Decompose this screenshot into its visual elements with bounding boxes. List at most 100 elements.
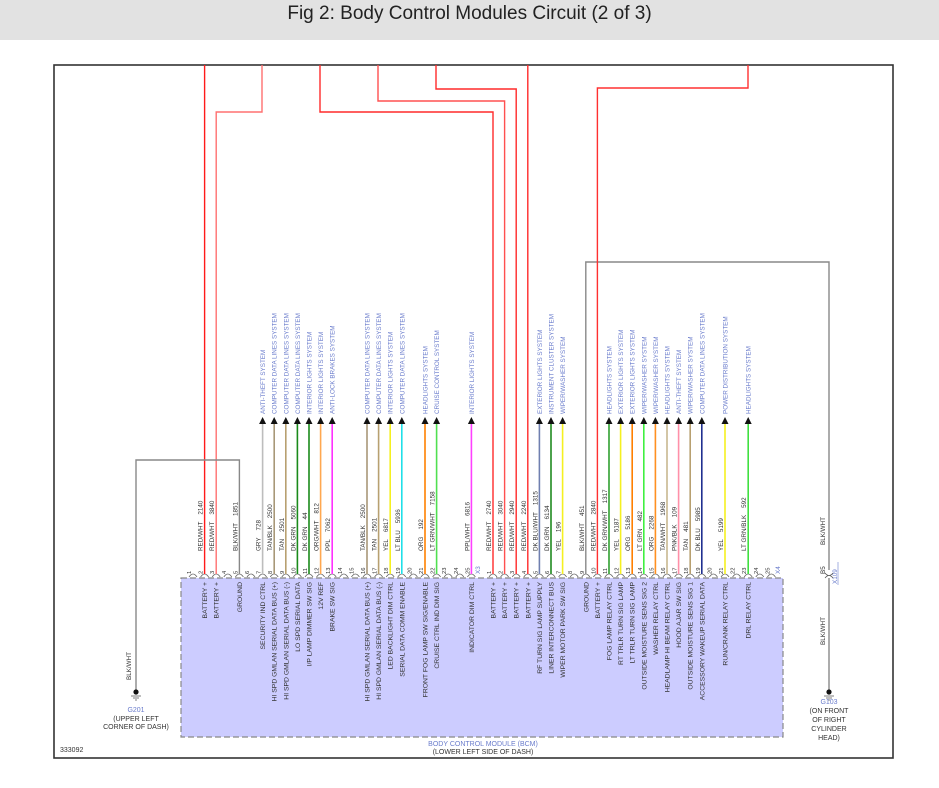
wire-x4-1	[319, 65, 494, 574]
wire-label: RED/WHT 2940	[509, 500, 516, 551]
arrow-icon	[721, 417, 729, 424]
wire-label: ORG/WHT 812	[314, 503, 321, 551]
connector-label: X3	[475, 566, 482, 574]
wire-x4-10	[596, 65, 749, 574]
wire-x3-5	[135, 459, 241, 690]
pin-function-label: LO SPD SERIAL DATA	[295, 582, 302, 652]
arrow-icon	[651, 417, 659, 424]
pin-number: 14	[638, 567, 644, 574]
pin-function-label: RT TRLR TURN SIG LAMP	[618, 582, 625, 665]
pin-cavity	[188, 573, 198, 578]
pin-number: 25	[765, 568, 771, 574]
pin-function-label: RUN/CRANK RELAY CTRL	[723, 582, 730, 666]
pin-function-label: HI SPD GMLAN SERIAL DATA BUS (+)	[365, 582, 372, 701]
pin-number: 11	[603, 568, 609, 574]
system-reference-link: INTERIOR LIGHTS SYSTEM	[307, 332, 314, 414]
wire-label: YEL 5187	[614, 518, 621, 551]
system-reference-link: HEADLIGHTS SYSTEM	[607, 346, 614, 414]
arrow-icon	[375, 417, 383, 424]
pin-function-label: WIPER MOTOR PARK SW SIG	[560, 582, 567, 678]
wire-label: TAN/BLK 2500	[267, 504, 274, 551]
arrow-icon	[686, 417, 694, 424]
system-reference-link: ANTI-LOCK BRAKES SYSTEM	[330, 325, 337, 414]
wire-label: BLK/WHT 1851	[232, 502, 239, 551]
pin-number: 19	[696, 568, 702, 574]
system-reference-link: POWER DISTRIBUTION SYSTEM	[723, 316, 730, 414]
pin-number: 5	[233, 571, 239, 574]
system-reference-link: CRUISE CONTROL SYSTEM	[434, 330, 441, 414]
pin-number: 11	[303, 568, 309, 574]
pin-cavity	[709, 573, 718, 578]
wire-label: DK GRN/WHT 1317	[602, 489, 609, 551]
pin-number: 6	[245, 571, 251, 574]
arrow-icon	[559, 417, 567, 424]
wire-label: RED/WHT 3840	[209, 500, 216, 551]
bcm-module-box	[180, 577, 784, 738]
pin-function-label: FOG LAMP RELAY CTRL	[607, 582, 614, 660]
wire-label: BLK/WHT 451	[579, 505, 586, 551]
pin-function-label: BRAKE SW SIG	[330, 582, 337, 631]
ground-symbol-icon	[131, 695, 141, 701]
wire-label: ORG 2268	[648, 515, 655, 551]
wire-label: YEL 196	[556, 521, 563, 551]
system-reference-link: WIPER/WASHER SYSTEM	[653, 337, 660, 414]
pin-number: 17	[673, 568, 679, 574]
ground-symbol-icon	[824, 695, 834, 701]
arrow-icon	[744, 417, 752, 424]
system-reference-link: HEADLIGHTS SYSTEM	[746, 346, 753, 414]
arrow-icon	[628, 417, 636, 424]
pin-number: 12	[315, 568, 321, 574]
wire-label: TAN 481	[683, 521, 690, 551]
wire-label: GRY 728	[256, 519, 263, 551]
pin-number: 23	[742, 568, 748, 574]
pin-number: 10	[591, 568, 597, 574]
pin-cavity	[732, 573, 741, 578]
ground-icon	[826, 689, 832, 695]
system-reference-link: COMPUTER DATA LINES SYSTEM	[365, 313, 372, 414]
wire-label: RED/WHT 2240	[521, 500, 528, 551]
inline-pin-number: B5	[820, 566, 827, 574]
pin-number: 21	[719, 568, 725, 574]
pin-function-label: RF TURN SIG LAMP SUPPLY	[537, 582, 544, 674]
pin-function-label: SERIAL DATA COMM ENABLE	[399, 582, 406, 677]
wire-label: LT GRN/WHT 7158	[430, 491, 437, 551]
pin-number: 1	[487, 571, 493, 574]
system-reference-link: COMPUTER DATA LINES SYSTEM	[272, 313, 279, 414]
pin-function-label: HI SPD GMLAN SERIAL DATA BUS (+)	[272, 582, 279, 701]
arrow-icon	[433, 417, 441, 424]
diagram-frame	[53, 64, 894, 759]
wire-label: DK GRN 5060	[290, 505, 297, 551]
system-reference-link: COMPUTER DATA LINES SYSTEM	[283, 313, 290, 414]
wire-label: DK BLU/WHT 1315	[532, 491, 539, 551]
wire-x4-3	[435, 65, 517, 574]
pin-function-label: INDICATOR DIM CTRL	[469, 582, 476, 653]
pin-function-label: LT TRLR TURN SIG LAMP	[630, 582, 637, 664]
wire-label: LT GRN/BLK 592	[741, 497, 748, 551]
arrow-icon	[467, 417, 475, 424]
system-reference-link: INTERIOR LIGHTS SYSTEM	[469, 332, 476, 414]
wire-label: DK GRN 44	[302, 512, 309, 551]
diagram-id: 333092	[60, 747, 83, 754]
ground-icon	[133, 689, 139, 695]
pin-function-label: HEADLAMP HI BEAM RELAY CTRL	[665, 582, 672, 693]
arrow-icon	[617, 417, 625, 424]
wire-label: RED/WHT 2140	[198, 500, 205, 551]
pin-function-label: BATTERY +	[202, 582, 209, 618]
arrow-icon	[698, 417, 706, 424]
pin-number: 18	[684, 568, 690, 574]
pin-number: 19	[396, 568, 402, 574]
pin-function-label: FRONT FOG LAMP SW SIG/ENABLE	[423, 582, 430, 698]
pin-function-label: BATTERY +	[525, 582, 532, 618]
pin-function-label: HOOD AJAR SW SIG	[676, 582, 683, 648]
wire-x4-9	[585, 261, 830, 574]
pin-number: 9	[580, 571, 586, 574]
wire-label: LT BLU 5936	[395, 509, 402, 551]
ground-id: G103	[820, 699, 837, 706]
system-reference-link: WIPER/WASHER SYSTEM	[641, 337, 648, 414]
wire-label: TAN/WHT 1968	[660, 501, 667, 551]
arrow-icon	[640, 417, 648, 424]
inline-connector-icon	[824, 572, 834, 579]
wire-label: BLK/WHT	[820, 617, 827, 645]
ground-id: G201	[127, 707, 144, 714]
